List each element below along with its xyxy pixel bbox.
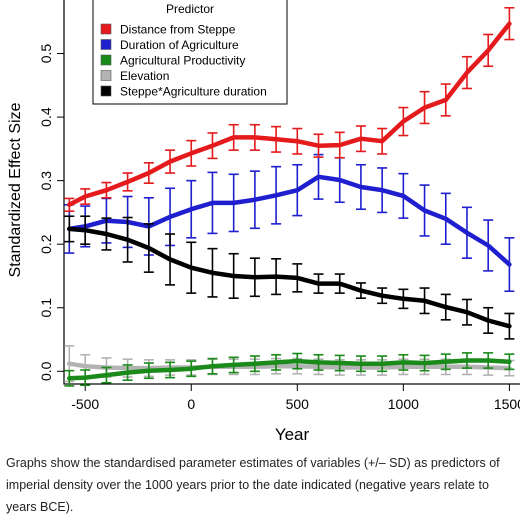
legend-label: Agricultural Productivity <box>120 54 245 68</box>
x-axis-label: Year <box>275 425 310 444</box>
series-steppe-agriculture-duration <box>64 215 515 340</box>
series-line <box>67 21 512 208</box>
series-line <box>67 358 512 381</box>
x-tick-label: -500 <box>71 396 99 412</box>
legend-title: Predictor <box>166 2 214 16</box>
series-line <box>67 174 512 267</box>
legend-swatch <box>100 39 112 50</box>
series-agricultural-productivity <box>64 352 515 387</box>
series-line <box>67 226 512 329</box>
legend-swatch <box>100 54 112 66</box>
legend-label: Elevation <box>120 69 169 83</box>
line-chart: Standardized Effect Size Year -500 0 500 10… <box>7 0 520 444</box>
legend-label: Distance from Steppe <box>120 23 236 37</box>
legend-box <box>92 0 288 105</box>
y-tick-label: 0.2 <box>38 234 54 254</box>
y-tick-label: 0.0 <box>38 361 54 381</box>
series-layer <box>64 6 515 387</box>
legend-swatch <box>100 85 112 97</box>
legend-swatch <box>100 23 112 35</box>
chart-figure: Standardized Effect Size Year -500 0 500 10… <box>7 0 520 444</box>
x-tick-label: 500 <box>286 396 310 412</box>
y-axis-label: Standardized Effect Size <box>7 102 24 277</box>
y-tick-label: 0.3 <box>38 171 54 191</box>
y-tick-label: 0.1 <box>38 298 54 318</box>
y-tick-label: 0.4 <box>38 107 54 127</box>
legend-label: Steppe*Agriculture duration <box>120 85 267 99</box>
legend-swatch <box>100 70 112 81</box>
x-tick-label: 0 <box>187 396 195 412</box>
y-tick-label: 0.5 <box>38 44 54 64</box>
series-distance-from-steppe <box>64 6 515 212</box>
figure-caption: Graphs show the standardised parameter e… <box>6 456 500 514</box>
legend-label: Duration of Agriculture <box>120 38 239 52</box>
x-tick-label: 1000 <box>388 396 419 412</box>
series-duration-of-agriculture <box>64 153 515 293</box>
series-line <box>67 361 512 371</box>
